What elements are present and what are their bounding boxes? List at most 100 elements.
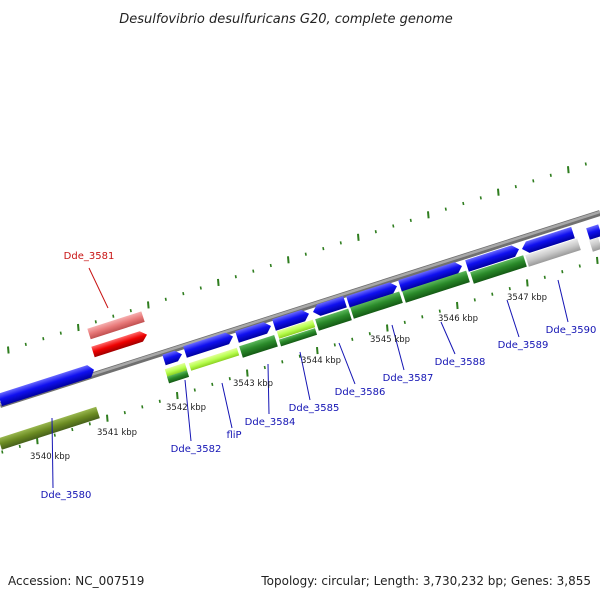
gene-label: Dde_3588: [435, 357, 486, 368]
tick-mark: [403, 320, 406, 325]
tick-mark: [59, 331, 62, 335]
gene-feature: [470, 255, 527, 284]
tick-mark: [584, 162, 587, 166]
gene-feature: [398, 262, 462, 292]
kbp-tick-label: 3542 kbp: [166, 403, 206, 413]
gene-feature: [272, 309, 309, 331]
kbp-tick-labels: 3540 kbp 3541 kbp 3542 kbp 3543 kbp 3544 kbp…: [30, 293, 547, 462]
tick-mark: [263, 365, 266, 370]
highlighted-gene-feature: [87, 311, 145, 340]
tick-mark: [141, 405, 144, 409]
tick-mark: [217, 278, 220, 286]
tick-mark: [526, 279, 529, 287]
tick-mark: [1, 450, 4, 454]
kbp-tick-label: 3543 kbp: [233, 379, 273, 389]
tick-mark: [409, 218, 412, 223]
tick-mark: [147, 301, 150, 309]
tick-mark: [71, 427, 74, 432]
tick-mark: [549, 173, 552, 177]
gene-label: Dde_3590: [546, 325, 597, 336]
tick-mark: [543, 275, 546, 279]
tick-mark: [77, 323, 80, 332]
tick-mark: [561, 270, 564, 274]
tick-mark: [36, 437, 39, 445]
tick-mark: [392, 224, 395, 228]
tick-mark: [298, 354, 301, 358]
tick-mark: [211, 382, 214, 387]
tick-mark: [456, 301, 459, 310]
tick-mark: [508, 286, 511, 291]
gene-label: Dde_3586: [335, 387, 386, 398]
tick-mark: [112, 314, 115, 318]
tick-mark: [252, 269, 255, 273]
label-leader-lines: [51, 267, 569, 489]
gene-feature: [278, 328, 318, 347]
tick-mark: [228, 377, 231, 381]
tick-mark: [339, 241, 342, 245]
gene-feature: [525, 238, 581, 267]
tick-mark: [88, 422, 91, 426]
tick-mark: [444, 207, 447, 211]
tick-mark: [473, 298, 476, 302]
gene-feature: [183, 332, 233, 358]
tick-mark: [246, 369, 249, 377]
accession-text: Accession: NC_007519: [8, 574, 145, 588]
gene-feature: [402, 270, 470, 303]
leader-line: [557, 279, 569, 323]
gene-label: Dde_3589: [498, 340, 549, 351]
gene-feature: [235, 322, 271, 343]
leader-line: [338, 342, 356, 385]
tick-mark: [18, 444, 21, 449]
tick-mark: [351, 337, 354, 341]
gene-feature: [0, 406, 100, 450]
tick-mark: [596, 256, 599, 264]
leader-line: [299, 351, 311, 401]
tick-mark: [491, 292, 494, 296]
tick-mark: [123, 410, 126, 415]
gene-feature: [162, 350, 182, 366]
gene-feature: [522, 226, 575, 253]
tick-mark: [322, 246, 325, 251]
gene-feature: [465, 245, 519, 272]
tick-mark: [53, 433, 56, 437]
tick-mark: [42, 337, 45, 341]
gene-label: Dde_3584: [245, 417, 296, 428]
leader-line: [440, 321, 456, 355]
tick-mark: [193, 388, 196, 392]
leader-line: [267, 363, 270, 415]
genome-backbone: [0, 210, 600, 408]
tick-mark: [333, 343, 336, 347]
leader-line: [221, 382, 233, 429]
leader-line: [51, 417, 54, 489]
gene-feature: [188, 347, 240, 371]
highlighted-gene-feature: [91, 331, 147, 358]
tick-mark: [374, 230, 377, 234]
gene-feature: [586, 224, 600, 240]
tick-mark: [567, 166, 570, 174]
gene-label: Dde_3582: [171, 444, 222, 455]
tick-mark: [462, 201, 465, 206]
gene-feature: [589, 237, 600, 252]
gene-feature: [315, 308, 352, 331]
leader-line: [391, 324, 405, 371]
tick-mark: [24, 342, 27, 347]
gene-label: Dde_3580: [41, 490, 92, 501]
kbp-tick-label: 3541 kbp: [97, 428, 137, 438]
kbp-tick-label: 3544 kbp: [301, 356, 341, 366]
tick-mark: [129, 308, 132, 313]
gene-feature: [346, 282, 397, 308]
gene-label: Dde_3585: [289, 403, 340, 414]
leader-line: [184, 379, 192, 442]
tick-mark: [269, 263, 272, 268]
outer-dot-track: [7, 162, 587, 354]
tick-mark: [532, 179, 535, 183]
tick-mark: [497, 188, 500, 196]
gene-label: Dde_3581: [64, 251, 115, 262]
gene-label: Dde_3587: [383, 373, 434, 384]
tick-mark: [304, 252, 307, 256]
tick-mark: [182, 291, 185, 296]
gene-feature: [350, 291, 403, 319]
tick-mark: [158, 399, 161, 403]
